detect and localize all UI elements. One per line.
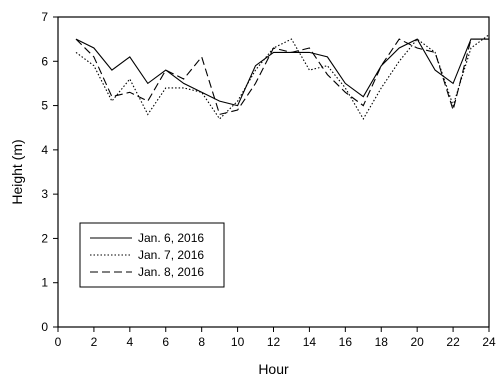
x-tick-label: 18: [375, 335, 389, 349]
legend-label-1: Jan. 6, 2016: [138, 231, 204, 245]
legend-label-2: Jan. 7, 2016: [138, 248, 204, 262]
y-tick-label: 0: [41, 320, 48, 334]
x-tick-label: 4: [126, 335, 133, 349]
series-line-2: [75, 34, 490, 120]
x-tick-label: 6: [162, 335, 169, 349]
y-tick-label: 7: [41, 10, 48, 24]
y-tick-label: 3: [41, 187, 48, 201]
x-tick-label: 16: [339, 335, 353, 349]
x-tick-label: 12: [267, 335, 281, 349]
legend-label-3: Jan. 8, 2016: [138, 265, 204, 279]
x-tick-label: 14: [303, 335, 317, 349]
y-tick-label: 1: [41, 276, 48, 290]
y-tick-label: 5: [41, 99, 48, 113]
x-tick-label: 10: [231, 335, 245, 349]
y-axis-title: Height (m): [9, 139, 25, 204]
x-tick-label: 24: [482, 335, 496, 349]
y-tick-label: 2: [41, 231, 48, 245]
series-line-1: [75, 38, 489, 107]
series-line-3: [75, 38, 489, 116]
y-tick-label: 6: [41, 54, 48, 68]
legend: Jan. 6, 2016 Jan. 7, 2016 Jan. 8, 2016: [79, 222, 225, 288]
y-tick-label: 4: [41, 143, 48, 157]
plot-area: [75, 34, 490, 120]
x-tick-label: 8: [198, 335, 205, 349]
x-tick-label: 2: [91, 335, 98, 349]
x-tick-label: 22: [446, 335, 460, 349]
x-axis-title: Hour: [258, 361, 289, 377]
x-tick-label: 20: [410, 335, 424, 349]
x-tick-label: 0: [55, 335, 62, 349]
